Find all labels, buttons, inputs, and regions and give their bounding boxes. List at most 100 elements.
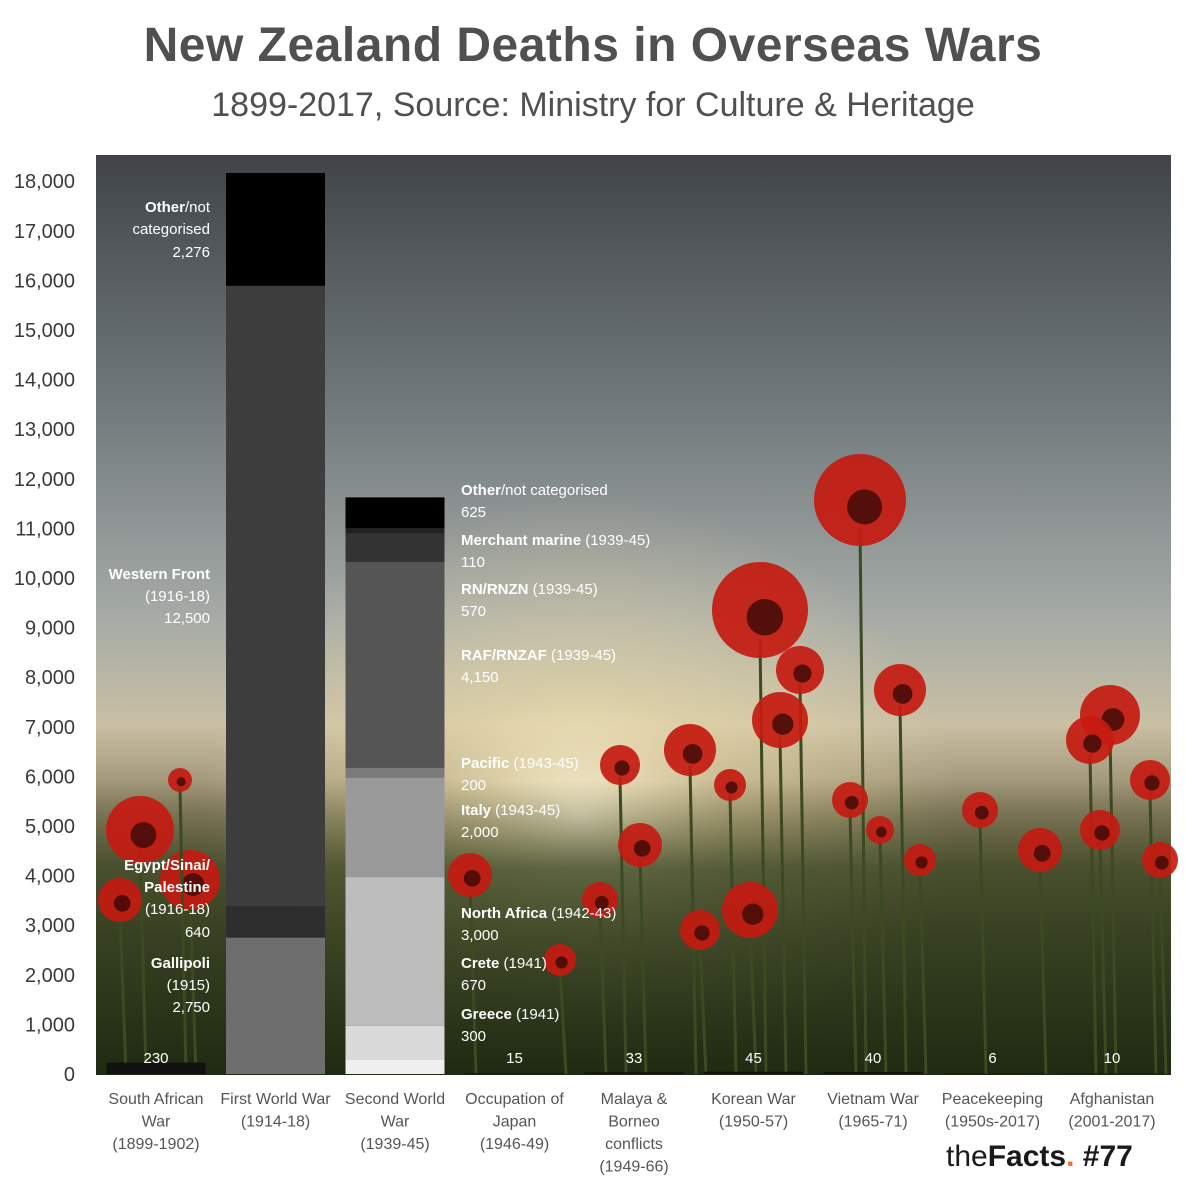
segment-name: RN/RNZN bbox=[461, 581, 529, 598]
segment-detail: (1941) bbox=[499, 955, 547, 972]
poppy-stem bbox=[698, 941, 708, 1075]
x-category-label: Afghanistan bbox=[1070, 1091, 1155, 1108]
segment-detail: (1916-18) bbox=[145, 588, 210, 605]
y-tick-label: 1,000 bbox=[25, 1014, 75, 1036]
segment-labels: 230 15 33 45 40 6 10 Gallipoli (1915) 2,750 Egypt/… bbox=[109, 199, 1121, 1067]
brand-issue: #77 bbox=[1082, 1140, 1133, 1173]
segment-detail: 2,276 bbox=[172, 244, 210, 261]
segment-detail: 4,150 bbox=[461, 669, 499, 686]
segment-detail: (1915) bbox=[167, 977, 210, 994]
poppy-stem bbox=[728, 794, 738, 1075]
poppy-center bbox=[682, 744, 703, 764]
segment-name: North Africa bbox=[461, 905, 548, 922]
segment-detail: 670 bbox=[461, 977, 486, 994]
x-category-label: Occupation of bbox=[465, 1091, 564, 1108]
segment-label-line: categorised bbox=[132, 221, 210, 238]
poppy-center bbox=[181, 873, 205, 896]
bar-segment-pacific bbox=[345, 767, 445, 778]
x-category-label: (1950-57) bbox=[719, 1114, 788, 1131]
x-category-label: War bbox=[381, 1114, 410, 1131]
bar-value-label: 6 bbox=[988, 1050, 996, 1067]
y-tick-label: 9,000 bbox=[25, 618, 75, 640]
y-tick-label: 3,000 bbox=[25, 915, 75, 937]
x-category-label: Korean War bbox=[711, 1091, 796, 1108]
poppy-center bbox=[793, 664, 812, 683]
poppy-center bbox=[915, 856, 928, 869]
x-category-label: Borneo bbox=[608, 1114, 660, 1131]
segment-name: Merchant marine bbox=[461, 532, 581, 549]
segment-label-line: 570 bbox=[461, 603, 486, 620]
poppy-center bbox=[1094, 825, 1110, 841]
poppy-stem bbox=[778, 736, 788, 1075]
poppy-stem bbox=[558, 969, 568, 1075]
segment-detail: (1941) bbox=[512, 1006, 560, 1023]
segment-name: Egypt/Sinai/ bbox=[124, 857, 211, 874]
poppy-center bbox=[746, 598, 784, 636]
y-tick-label: 6,000 bbox=[25, 766, 75, 788]
bar-segment-raf bbox=[345, 562, 445, 768]
segment-detail: 12,500 bbox=[164, 610, 210, 627]
poppy-center bbox=[555, 956, 568, 969]
x-category-label: Malaya & bbox=[601, 1091, 668, 1108]
poppy-center bbox=[772, 713, 794, 735]
segment-detail: 2,000 bbox=[461, 824, 499, 841]
x-category-label: Vietnam War bbox=[827, 1091, 919, 1108]
poppy-flowers bbox=[98, 454, 1178, 1075]
segment-label-line: RAF/RNZAF (1939-45) bbox=[461, 647, 616, 664]
poppy-center bbox=[614, 760, 630, 776]
x-category-label: South African bbox=[108, 1091, 203, 1108]
segment-detail: (1943-45) bbox=[509, 755, 578, 772]
segment-label-line: 4,150 bbox=[461, 669, 499, 686]
segment-label-line: (1915) bbox=[167, 977, 210, 994]
poppy-stem bbox=[188, 897, 198, 1075]
poppy-center bbox=[1083, 734, 1102, 753]
segment-label-line: Crete (1941) bbox=[461, 955, 547, 972]
segment-label-line: 110 bbox=[461, 554, 485, 571]
y-tick-label: 10,000 bbox=[14, 568, 75, 590]
y-tick-label: 14,000 bbox=[14, 370, 75, 392]
x-category-label: conflicts bbox=[605, 1136, 663, 1153]
poppy-stem bbox=[178, 787, 188, 1075]
segment-name: Italy bbox=[461, 802, 492, 819]
poppy-stem bbox=[848, 810, 858, 1075]
segment-detail: 110 bbox=[461, 554, 485, 571]
bar-value-label: 15 bbox=[506, 1050, 523, 1067]
segment-label-line: Egypt/Sinai/ bbox=[124, 857, 211, 874]
bar-segment-greece bbox=[345, 1059, 445, 1074]
segment-detail: (1939-45) bbox=[581, 532, 650, 549]
bar-segment-western bbox=[226, 285, 325, 906]
bar-segment-sa bbox=[943, 1073, 1042, 1075]
bar-segment-africa bbox=[345, 877, 445, 1026]
x-category-label: (1914-18) bbox=[241, 1114, 310, 1131]
x-category-label: (1939-45) bbox=[360, 1136, 429, 1153]
bars bbox=[106, 172, 1162, 1075]
segment-label-line: Palestine bbox=[144, 879, 210, 896]
bar-value-label: 33 bbox=[626, 1050, 643, 1067]
segment-label-line: Other/not bbox=[145, 199, 211, 216]
segment-label-line: 670 bbox=[461, 977, 486, 994]
poppy-stem bbox=[878, 838, 888, 1075]
segment-name: Gallipoli bbox=[151, 955, 210, 972]
y-tick-label: 15,000 bbox=[14, 320, 75, 342]
poppy-stem bbox=[598, 910, 608, 1075]
segment-name: Pacific bbox=[461, 755, 509, 772]
y-tick-label: 7,000 bbox=[25, 717, 75, 739]
poppy-center bbox=[847, 489, 883, 525]
segment-label-line: 12,500 bbox=[164, 610, 210, 627]
segment-label-line: 300 bbox=[461, 1028, 486, 1045]
segment-detail: 640 bbox=[185, 924, 210, 941]
y-tick-label: 5,000 bbox=[25, 816, 75, 838]
bar-segment-other bbox=[345, 497, 445, 529]
poppy-stem bbox=[898, 705, 908, 1075]
bar-segment-rn bbox=[345, 533, 445, 563]
poppy-center bbox=[1154, 855, 1169, 870]
segment-label-line: (1916-18) bbox=[145, 588, 210, 605]
poppy-center bbox=[113, 894, 131, 912]
segment-label-line: Merchant marine (1939-45) bbox=[461, 532, 650, 549]
y-tick-label: 17,000 bbox=[14, 221, 75, 243]
bar-segment-merchant bbox=[345, 528, 445, 534]
brand-name: Facts bbox=[987, 1140, 1067, 1173]
bar-value-label: 45 bbox=[745, 1050, 762, 1067]
segment-label-line: Western Front bbox=[109, 566, 210, 583]
